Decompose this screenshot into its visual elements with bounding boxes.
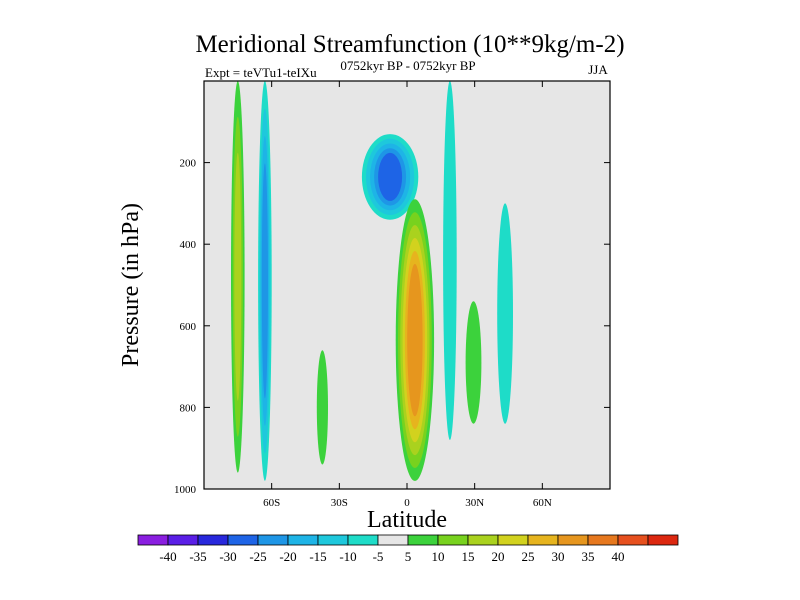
- x-tick-label: 30S: [331, 497, 348, 509]
- y-tick-label: 200: [180, 158, 197, 170]
- colorbar-swatch: [437, 534, 469, 546]
- colorbar-swatch: [137, 534, 169, 546]
- colorbar-swatch: [167, 534, 199, 546]
- y-axis: 200 400 600 800 1000: [174, 158, 610, 496]
- colorbar-swatch: [317, 534, 349, 546]
- colorbar-swatch: [617, 534, 649, 546]
- colorbar-swatch: [587, 534, 619, 546]
- season-label: JJA: [588, 62, 608, 77]
- colorbar-swatch: [287, 534, 319, 546]
- colorbar-label: 10: [432, 549, 445, 564]
- colorbar-swatch: [497, 534, 529, 546]
- colorbar-swatch: [227, 534, 259, 546]
- colorbar-swatch: [257, 534, 289, 546]
- colorbar-swatch: [377, 534, 409, 546]
- contour-blob-30N-level-1: [465, 301, 482, 424]
- colorbar-swatch: [407, 534, 439, 546]
- colorbar-swatch: [527, 534, 559, 546]
- colorbar-label: -20: [279, 549, 296, 564]
- x-tick-label: 60S: [263, 497, 280, 509]
- colorbar-swatch: [197, 534, 229, 546]
- y-tick-label: 1000: [174, 484, 197, 496]
- colorbar-swatch: [347, 534, 379, 546]
- contour-cell-upper-south-level-5: [378, 152, 403, 201]
- colorbar: -40 -35 -30 -25 -20 -15 -10 -5 5 10 15 20 25 30 35 40: [137, 534, 679, 564]
- x-axis: 60S 30S 0 30N 60N: [263, 81, 552, 509]
- colorbar-label: -5: [373, 549, 384, 564]
- colorbar-swatch: [557, 534, 589, 546]
- contour-blob-38S-level-1: [316, 350, 328, 465]
- colorbar-label: 20: [492, 549, 505, 564]
- colorbar-label: 30: [552, 549, 565, 564]
- x-tick-label: 60N: [533, 497, 552, 509]
- x-axis-label: Latitude: [367, 507, 447, 533]
- colorbar-label: 5: [405, 549, 412, 564]
- colorbar-label: -35: [189, 549, 206, 564]
- contour-band-75S-level-3: [234, 152, 242, 401]
- experiment-label: Expt = teVTu1-teIXu: [205, 65, 317, 80]
- contour-band-20N-level-1: [443, 81, 457, 440]
- y-tick-label: 800: [180, 402, 197, 414]
- contour-band-65S-level-4: [261, 163, 268, 399]
- colorbar-swatch: [647, 534, 679, 546]
- colorbar-label: -10: [339, 549, 356, 564]
- chart-title: Meridional Streamfunction (10**9kg/m-2): [195, 31, 624, 58]
- contour-cell-tropical-north-level-6: [407, 263, 423, 417]
- colorbar-label: 35: [582, 549, 595, 564]
- colorbar-label: -25: [249, 549, 266, 564]
- colorbar-label: -15: [309, 549, 326, 564]
- x-tick-label: 30N: [465, 497, 484, 509]
- colorbar-label: -30: [219, 549, 236, 564]
- contour-band-45N-level-1: [497, 203, 513, 424]
- colorbar-swatch: [467, 534, 499, 546]
- contour-layer: [231, 81, 513, 481]
- colorbar-label: -40: [159, 549, 176, 564]
- y-tick-label: 600: [180, 321, 197, 333]
- colorbar-label: 40: [612, 549, 625, 564]
- y-tick-label: 400: [180, 239, 197, 251]
- period-label: 0752kyr BP - 0752kyr BP: [340, 58, 475, 73]
- y-axis-label: Pressure (in hPa): [118, 203, 144, 367]
- x-tick-label: 0: [404, 497, 410, 509]
- colorbar-label: 25: [522, 549, 535, 564]
- colorbar-label: 15: [462, 549, 475, 564]
